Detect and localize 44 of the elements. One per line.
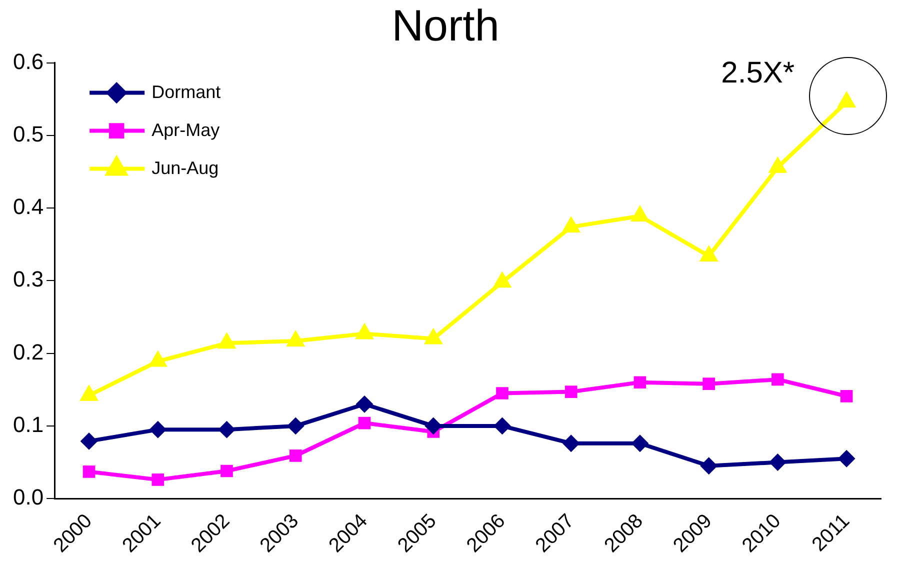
point <box>494 417 511 434</box>
y-tick-label: 0.1 <box>12 412 44 438</box>
point <box>768 156 787 173</box>
point <box>358 416 371 430</box>
point <box>149 421 166 438</box>
point <box>562 434 580 452</box>
point <box>772 373 784 386</box>
legend-label: Jun-Aug <box>152 158 219 178</box>
point <box>289 450 302 462</box>
point <box>702 378 715 390</box>
point <box>493 272 512 288</box>
point <box>220 464 233 478</box>
y-tick-label: 0.6 <box>12 48 44 74</box>
point <box>631 434 648 452</box>
point <box>769 454 786 471</box>
legend-label: Dormant <box>152 82 221 102</box>
y-tick-label: 0.2 <box>12 339 44 364</box>
point <box>700 245 718 262</box>
point <box>496 387 508 400</box>
y-tick-label: 0.3 <box>12 266 44 292</box>
point <box>355 323 374 340</box>
y-tick-label: 0.4 <box>12 194 44 220</box>
point <box>562 216 580 232</box>
chart-title: North <box>392 2 500 51</box>
point <box>152 474 164 486</box>
point <box>424 328 443 344</box>
y-tick-label: 0.5 <box>12 121 44 146</box>
point <box>634 376 646 389</box>
point <box>424 417 442 434</box>
point <box>218 332 236 349</box>
point <box>356 396 373 413</box>
y-tick-label: 0.0 <box>12 484 44 510</box>
point <box>80 432 98 450</box>
point <box>700 457 718 474</box>
point <box>287 417 304 434</box>
point <box>564 386 578 398</box>
point <box>838 450 856 468</box>
point <box>82 466 96 478</box>
annotation: 2.5X* <box>721 56 795 90</box>
point <box>840 390 853 402</box>
point <box>630 206 650 222</box>
point <box>218 421 236 438</box>
point <box>837 92 856 108</box>
legend-label: Apr-May <box>152 120 220 140</box>
